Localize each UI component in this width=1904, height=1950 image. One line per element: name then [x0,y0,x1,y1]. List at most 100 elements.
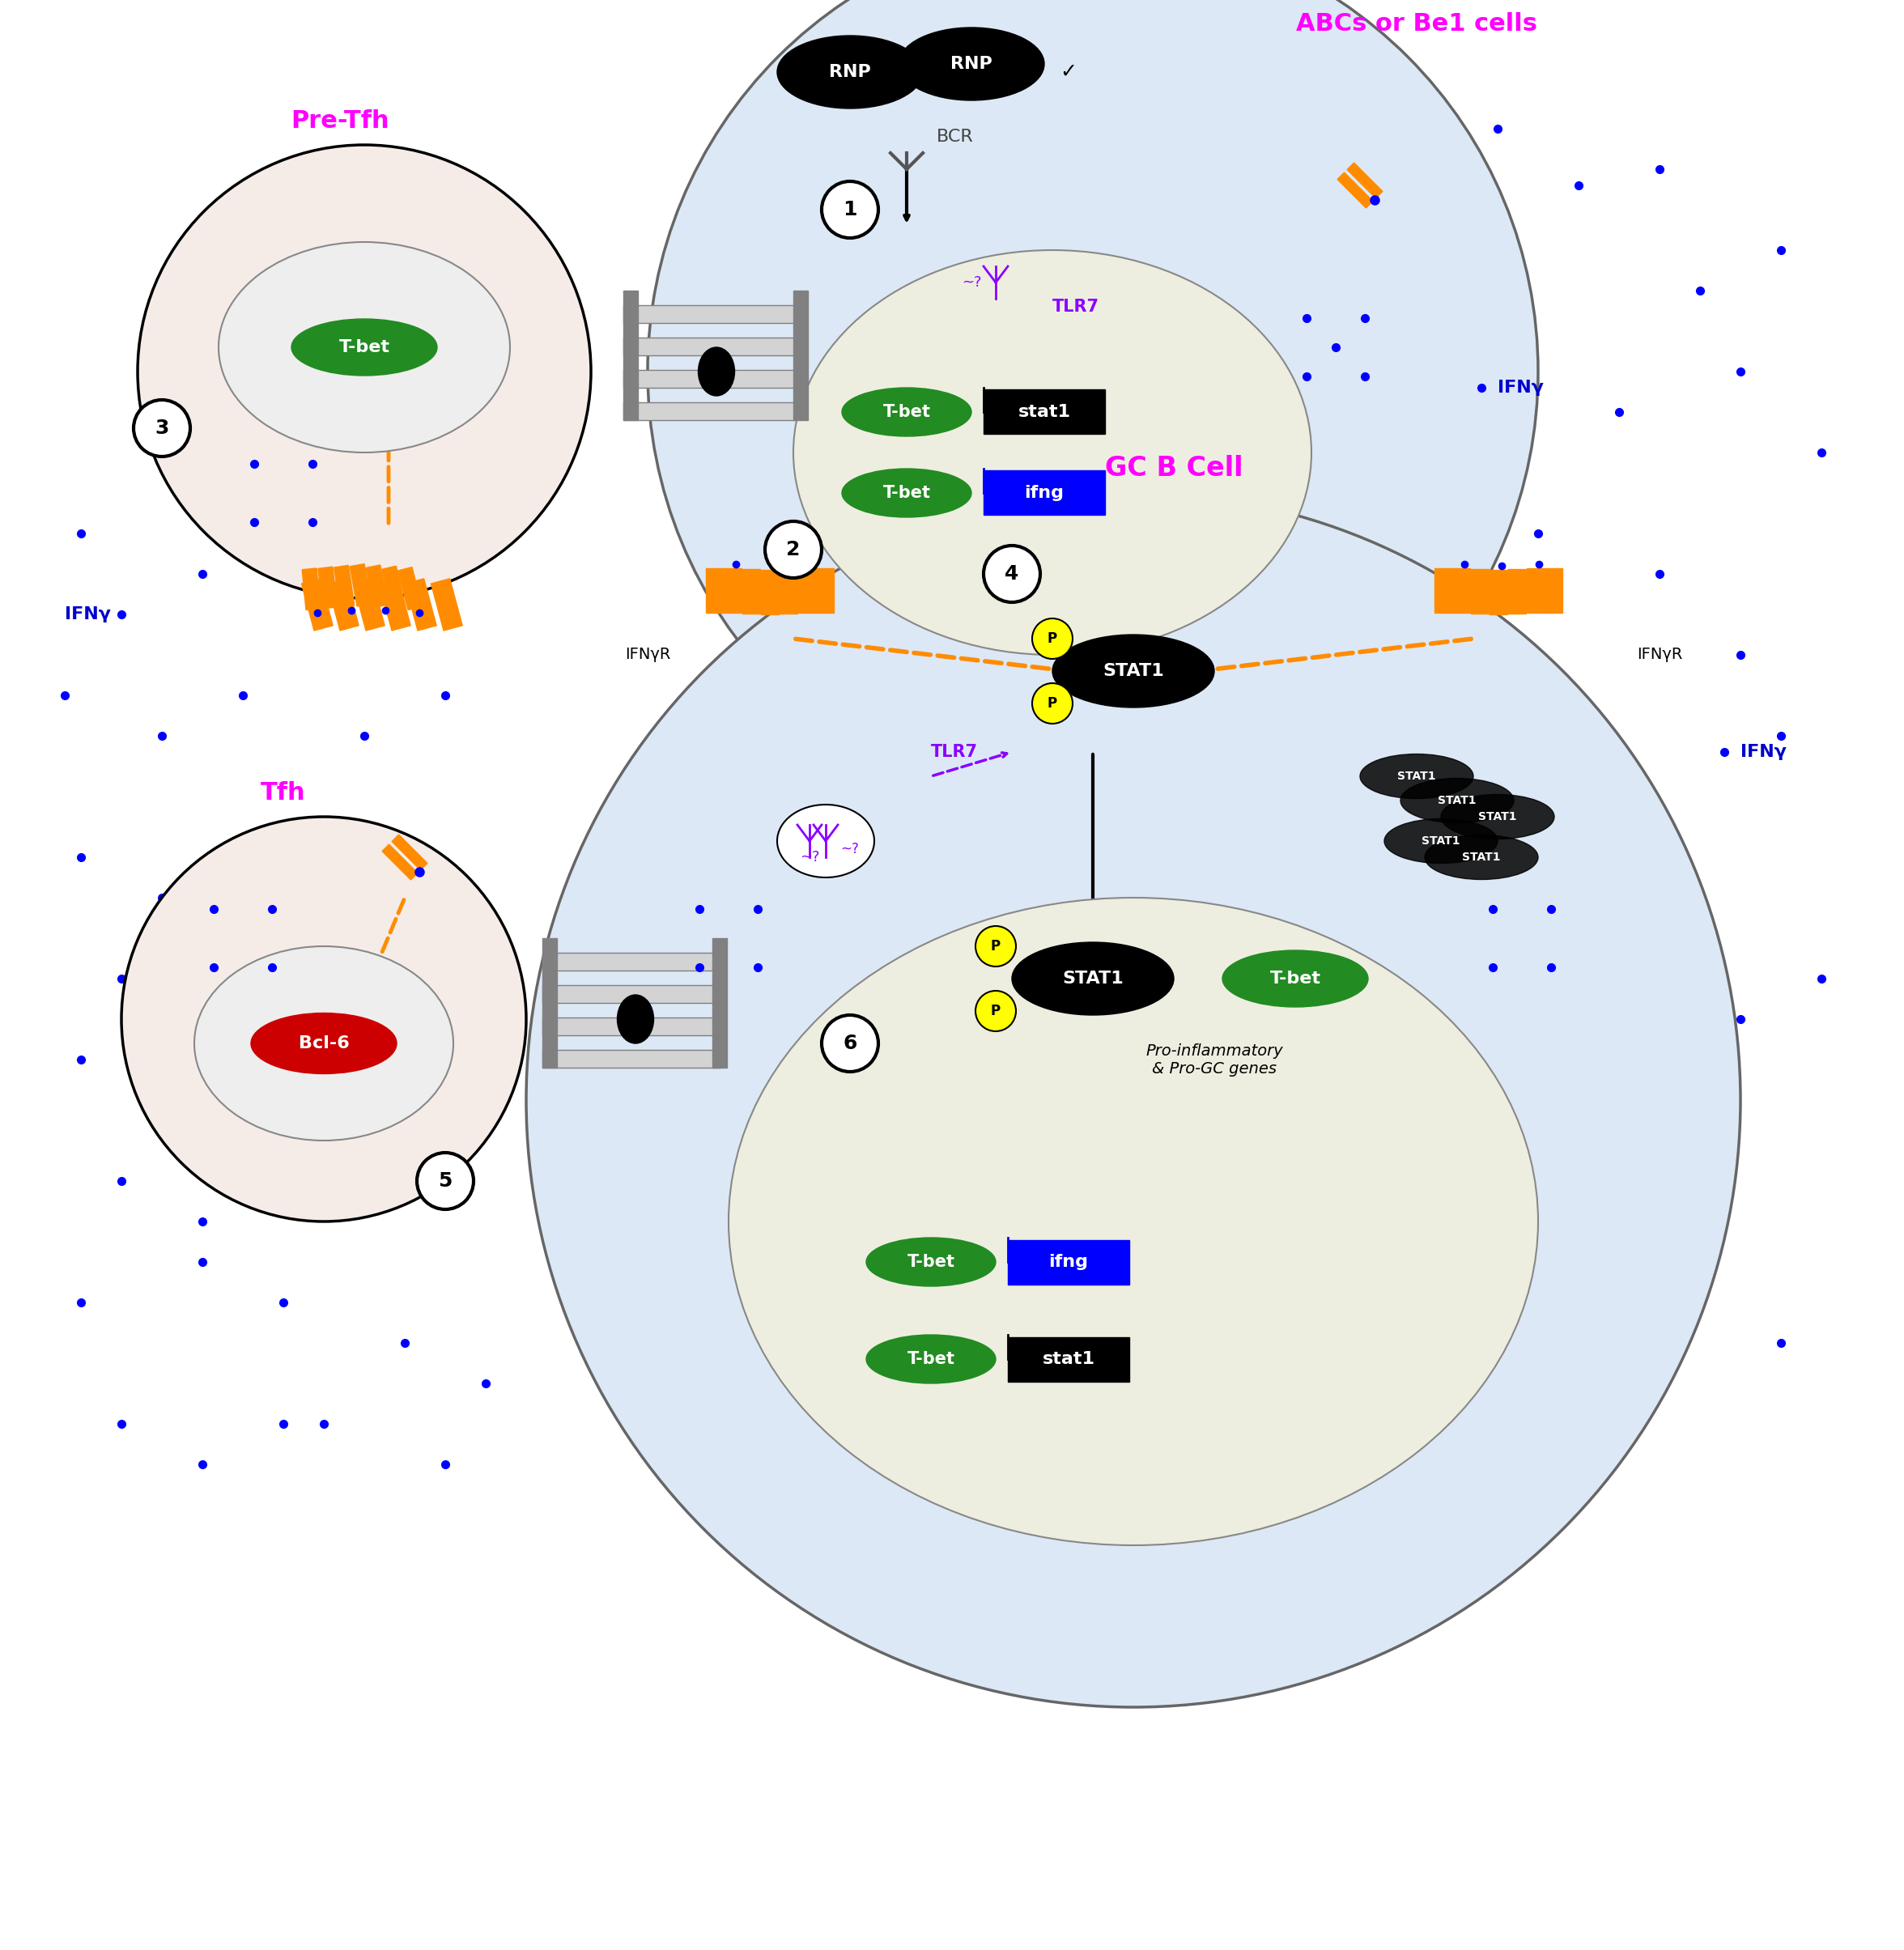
Ellipse shape [729,897,1538,1544]
Bar [366,565,388,608]
Ellipse shape [617,994,653,1043]
Text: ~?: ~? [962,275,981,291]
Text: TLR7: TLR7 [931,743,979,761]
Bar [327,579,358,630]
Bar [1544,567,1563,612]
Circle shape [823,1016,878,1072]
Text: T-bet: T-bet [906,1254,954,1269]
Text: P: P [1047,696,1057,710]
Bar [406,579,436,630]
Bar [303,567,320,610]
Bar [798,569,815,612]
Bar [623,402,802,419]
Bar [1489,569,1508,614]
Bar [762,569,779,614]
FancyBboxPatch shape [984,390,1104,435]
Bar [1337,172,1373,209]
Bar [430,579,463,630]
Text: RNP: RNP [950,57,992,72]
Text: T-bet: T-bet [339,339,390,355]
Bar [1527,569,1544,612]
Bar [398,567,423,610]
Ellipse shape [219,242,510,452]
Bar [779,569,798,614]
Text: 2: 2 [786,540,800,560]
Text: STAT1: STAT1 [1478,811,1517,823]
Circle shape [647,0,1538,817]
Ellipse shape [1424,835,1538,879]
Ellipse shape [194,946,453,1141]
Ellipse shape [291,320,438,376]
Text: IFNγ: IFNγ [1740,743,1786,761]
Text: GC B Cell: GC B Cell [1104,454,1243,482]
Bar [543,985,720,1002]
Text: T-bet: T-bet [883,486,931,501]
Bar [379,579,411,630]
Text: BCR: BCR [937,129,973,144]
FancyBboxPatch shape [984,470,1104,515]
Circle shape [137,144,590,599]
Bar [1434,567,1453,612]
Ellipse shape [251,1014,396,1074]
Text: ✓: ✓ [1061,62,1078,82]
Circle shape [133,400,190,456]
Bar [706,567,724,612]
Text: T-bet: T-bet [883,404,931,419]
Bar [623,337,802,355]
Text: ifng: ifng [1049,1254,1089,1269]
FancyBboxPatch shape [1007,1338,1129,1381]
Text: ~?: ~? [800,850,819,864]
Text: P: P [990,1004,1002,1018]
Circle shape [1032,682,1072,723]
Text: Pro-inflammatory
& Pro-GC genes: Pro-inflammatory & Pro-GC genes [1146,1043,1283,1076]
Ellipse shape [794,250,1312,655]
Text: stat1: stat1 [1019,404,1070,419]
Text: P: P [990,940,1002,954]
Ellipse shape [1384,819,1498,864]
Text: RNP: RNP [828,64,870,80]
Ellipse shape [1359,755,1474,800]
Bar [543,1018,720,1035]
Ellipse shape [866,1238,996,1287]
Bar [350,564,371,606]
Bar [1472,569,1489,614]
Circle shape [765,521,823,577]
Text: IFNγR: IFNγR [1637,647,1683,663]
Text: IFNγ: IFNγ [65,606,110,622]
Bar [333,565,354,608]
Bar [623,291,638,419]
Ellipse shape [699,347,735,396]
Ellipse shape [842,468,971,517]
Text: Bcl-6: Bcl-6 [299,1035,348,1051]
Ellipse shape [777,35,923,109]
Bar [392,835,426,870]
Text: ~?: ~? [842,842,859,856]
Circle shape [975,926,1017,967]
Text: TLR7: TLR7 [1053,298,1099,314]
Text: STAT1: STAT1 [1062,971,1123,987]
Text: 3: 3 [154,419,169,439]
Bar [1508,569,1525,614]
Text: 5: 5 [438,1172,453,1191]
Text: 4: 4 [1005,564,1019,583]
Bar [712,938,727,1069]
Bar [1453,569,1470,612]
Circle shape [1032,618,1072,659]
Text: STAT1: STAT1 [1462,852,1500,864]
Circle shape [823,181,878,238]
Bar [301,579,333,630]
Text: P: P [1047,632,1057,645]
Text: STAT1: STAT1 [1422,835,1460,846]
Bar [817,567,834,612]
FancyBboxPatch shape [1007,1240,1129,1285]
Text: Tfh: Tfh [261,780,307,803]
Text: T-bet: T-bet [1270,971,1321,987]
Ellipse shape [899,27,1043,99]
Bar [318,567,337,608]
Circle shape [984,546,1040,603]
Text: IFNγ: IFNγ [1498,380,1544,396]
Bar [383,565,406,608]
Bar [724,569,743,612]
Text: 1: 1 [843,201,857,218]
Bar [543,954,720,971]
